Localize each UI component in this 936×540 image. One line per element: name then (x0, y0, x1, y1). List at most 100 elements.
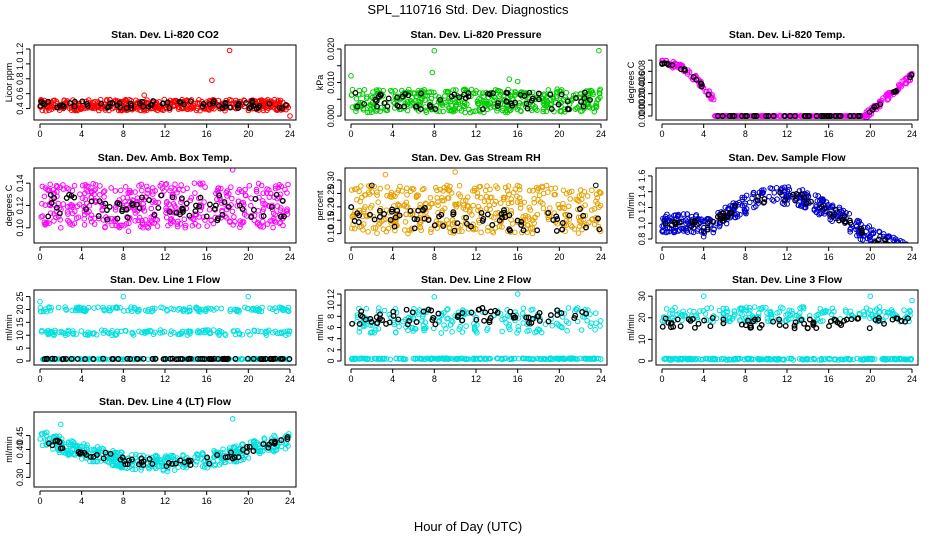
data-point (761, 196, 768, 202)
x-tick-label: 4 (701, 374, 706, 384)
data-point (594, 97, 601, 103)
data-point (547, 312, 554, 319)
data-point (238, 448, 245, 454)
data-point (199, 103, 206, 110)
data-point (811, 356, 818, 363)
data-point (697, 308, 703, 314)
data-point (91, 446, 98, 453)
data-point (375, 199, 382, 205)
data-point (747, 199, 753, 206)
data-point (417, 201, 424, 208)
data-point (554, 216, 561, 223)
data-point (184, 309, 191, 315)
x-axis: 0 4 8 12 16 20 24 (37, 123, 295, 139)
data-point (205, 355, 212, 362)
data-point (496, 217, 503, 224)
y-tick-label: 0.8 (15, 73, 25, 86)
data-point (508, 196, 515, 202)
data-point (501, 315, 508, 322)
data-point (60, 356, 67, 362)
data-point (421, 325, 428, 332)
data-point (409, 309, 416, 316)
data-point (215, 329, 221, 335)
x-tick-label: 12 (782, 129, 792, 139)
data-point (128, 102, 135, 109)
data-point (894, 247, 899, 252)
data-point (414, 216, 421, 223)
data-point (152, 305, 158, 312)
data-point (192, 454, 198, 460)
data-point (216, 328, 223, 334)
data-point (817, 318, 824, 325)
y-tick-label: 1.0 (637, 217, 647, 230)
data-point (41, 193, 48, 200)
y-tick-label: 20 (15, 304, 25, 314)
data-point (854, 315, 861, 322)
data-point (576, 94, 582, 100)
data-point (391, 223, 398, 230)
data-point (44, 329, 50, 336)
data-point (516, 183, 523, 190)
data-point (97, 183, 103, 189)
data-point (237, 218, 244, 224)
data-point (875, 246, 880, 251)
data-point (250, 306, 257, 313)
y-tick-label: 15 (15, 317, 25, 327)
data-point (394, 94, 401, 101)
data-point (902, 257, 907, 262)
data-point (659, 323, 666, 330)
data-point (372, 225, 379, 231)
data-point (481, 98, 487, 104)
data-point (583, 224, 589, 231)
data-point (561, 205, 568, 212)
data-point (227, 104, 234, 111)
data-point (432, 106, 439, 112)
data-point (594, 195, 601, 201)
panel-title: Stan. Dev. Line 3 Flow (732, 274, 843, 286)
data-point (496, 93, 503, 100)
data-point (171, 467, 178, 473)
data-point (90, 181, 96, 187)
data-point (81, 441, 87, 447)
data-point (88, 198, 95, 205)
data-point (196, 203, 203, 210)
data-point (250, 438, 257, 445)
data-point (84, 210, 90, 216)
data-point (428, 89, 435, 95)
data-point (389, 206, 396, 213)
data-point (439, 195, 445, 201)
y-axis: 0.100.120.14 (15, 174, 31, 237)
data-point (708, 305, 715, 311)
data-point (838, 356, 845, 363)
data-point (894, 315, 901, 322)
data-point (174, 189, 180, 196)
data-point (259, 99, 265, 105)
y-axis-label: ml/min (4, 314, 14, 341)
data-point (277, 191, 284, 198)
data-point (846, 356, 853, 363)
data-point (583, 310, 590, 317)
data-point (351, 356, 358, 363)
data-point (159, 106, 166, 112)
data-point (67, 100, 73, 107)
data-point (237, 224, 243, 230)
data-point (266, 100, 273, 107)
data-point (577, 206, 583, 212)
data-point (874, 240, 880, 243)
data-point (179, 356, 186, 362)
data-point (155, 204, 162, 211)
data-point (802, 113, 809, 119)
data-point (210, 98, 217, 105)
data-point (405, 92, 412, 99)
data-point (229, 168, 236, 173)
data-point (258, 328, 264, 335)
data-point (144, 187, 151, 193)
data-point (136, 205, 143, 212)
data-point (434, 356, 441, 362)
data-point (663, 229, 669, 236)
data-point (866, 325, 873, 332)
data-point (872, 239, 879, 243)
data-point (183, 464, 190, 471)
data-point (277, 213, 284, 220)
data-point (121, 222, 127, 229)
